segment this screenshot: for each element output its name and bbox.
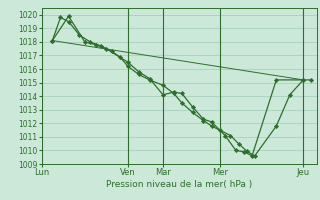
X-axis label: Pression niveau de la mer( hPa ): Pression niveau de la mer( hPa ) [106,180,252,189]
